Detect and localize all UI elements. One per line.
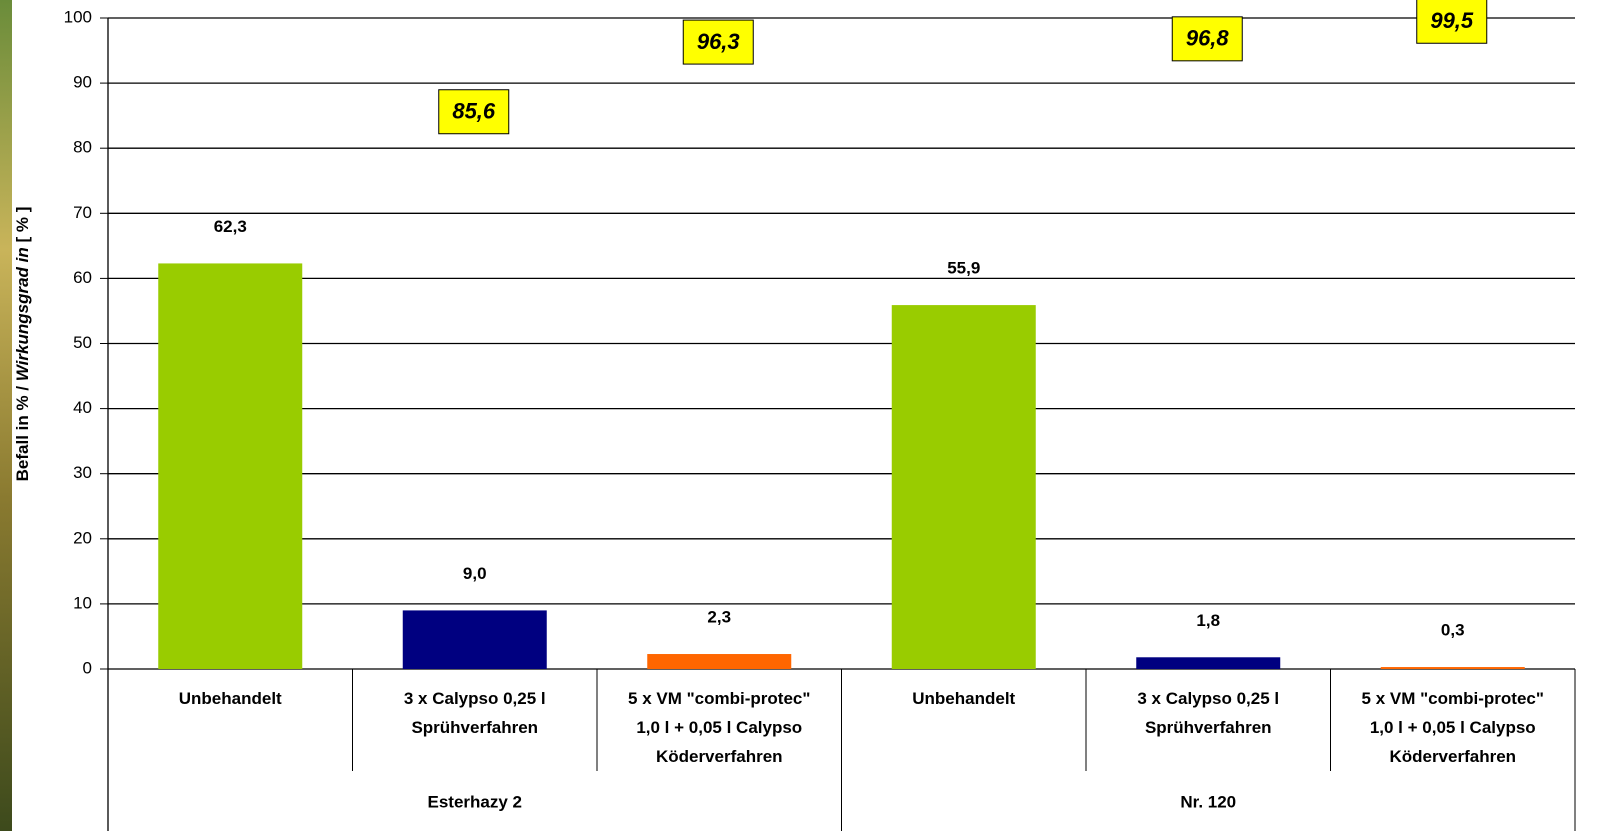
efficacy-box [1171, 16, 1243, 62]
group-label: Esterhazy 2 [428, 792, 523, 811]
value-label: 1,8 [1196, 611, 1220, 630]
efficacy-label: 96,3 [697, 29, 740, 54]
bar [647, 654, 792, 669]
x-tick-line: 3 x Calypso 0,25 l [1137, 689, 1279, 708]
efficacy-label: 99,5 [1430, 8, 1474, 33]
bar [891, 305, 1036, 669]
background-strip [0, 0, 12, 831]
x-tick-label: 3 x Calypso 0,25 l Sprühverfahren [1137, 689, 1279, 737]
bar [158, 263, 303, 669]
x-tick-label: 5 x VM "combi-protec" 1,0 l + 0,05 l Caly… [1362, 689, 1544, 766]
x-tick-line: 5 x VM "combi-protec" [628, 689, 810, 708]
efficacy-label: 85,6 [452, 99, 496, 124]
value-label: 62,3 [214, 217, 247, 236]
value-label: 0,3 [1441, 621, 1465, 640]
efficacy-box [682, 19, 754, 65]
y-axis-label: Befall in % / Wirkungsgrad in [ % ] [13, 207, 32, 482]
y-label-part: Wirkungsgrad in [13, 247, 32, 381]
x-tick-label: Unbehandelt [179, 689, 282, 708]
y-tick-label: 100 [64, 7, 92, 26]
y-tick-label: 50 [73, 333, 92, 352]
x-tick-line: Unbehandelt [179, 689, 282, 708]
x-tick-line: 3 x Calypso 0,25 l [404, 689, 546, 708]
x-tick-label: 5 x VM "combi-protec" 1,0 l + 0,05 l Caly… [628, 689, 810, 766]
efficacy-box [438, 89, 510, 135]
x-tick-line: 1,0 l + 0,05 l Calypso [636, 718, 802, 737]
y-tick-label: 40 [73, 398, 92, 417]
x-tick-line: 5 x VM "combi-protec" [1362, 689, 1544, 708]
y-tick-label: 10 [73, 593, 92, 612]
y-tick-label: 20 [73, 528, 92, 547]
y-label-part: Befall in % / [13, 381, 32, 481]
x-tick-line: Sprühverfahren [411, 718, 538, 737]
x-tick-label: 3 x Calypso 0,25 l Sprühverfahren [404, 689, 546, 737]
y-tick-label: 0 [83, 658, 92, 677]
bar [402, 610, 547, 669]
x-tick-label: Unbehandelt [912, 689, 1015, 708]
bar [1136, 657, 1281, 669]
x-tick-line: 1,0 l + 0,05 l Calypso [1370, 718, 1536, 737]
x-tick-line: Köderverfahren [1389, 747, 1516, 766]
x-tick-line: Sprühverfahren [1145, 718, 1272, 737]
value-label: 2,3 [707, 608, 731, 627]
y-label-part: [ % ] [13, 207, 32, 248]
y-tick-label: 60 [73, 268, 92, 287]
y-tick-label: 80 [73, 138, 92, 157]
y-tick-label: 90 [73, 73, 92, 92]
x-tick-line: Köderverfahren [656, 747, 783, 766]
x-tick-line: Unbehandelt [912, 689, 1015, 708]
y-tick-label: 30 [73, 463, 92, 482]
bar [1380, 667, 1525, 669]
value-label: 55,9 [947, 259, 980, 278]
efficacy-box [1416, 0, 1488, 44]
y-tick-label: 70 [73, 203, 92, 222]
value-label: 9,0 [463, 564, 487, 583]
efficacy-label: 96,8 [1186, 26, 1230, 51]
group-label: Nr. 120 [1180, 792, 1236, 811]
